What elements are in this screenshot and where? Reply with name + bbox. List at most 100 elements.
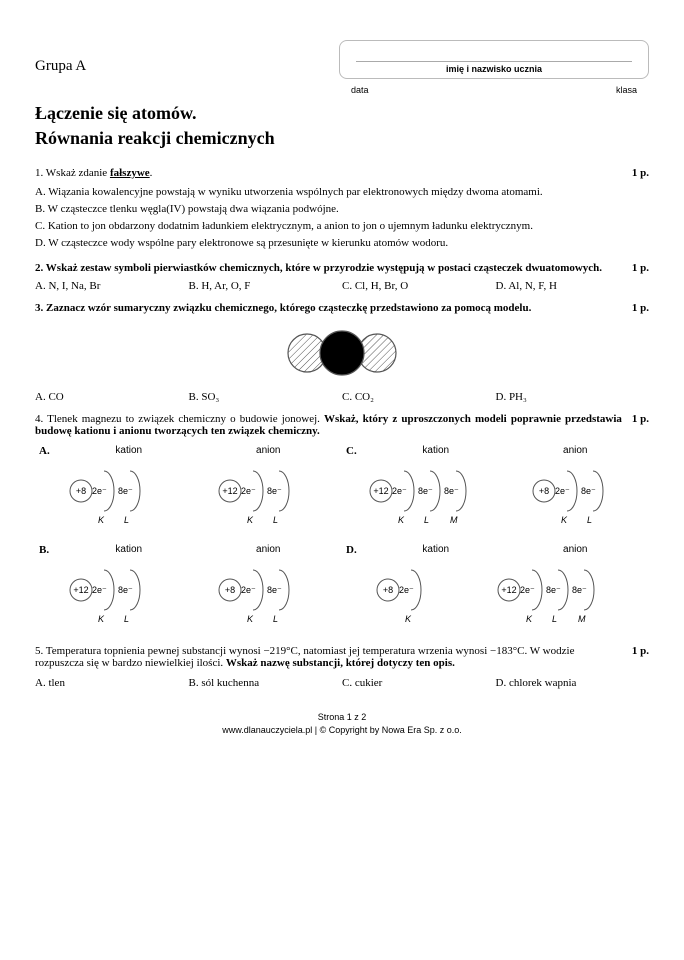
q3-opt-d: D. PH₃: [496, 391, 650, 403]
q3-row: 3. Zaznacz wzór sumaryczny związku chemi…: [35, 302, 649, 314]
q1-row: 1. Wskaż zdanie fałszywe. 1 p.: [35, 167, 649, 179]
q5-opt-a: A. tlen: [35, 677, 189, 689]
q2-opt-b: B. H, Ar, O, F: [189, 280, 343, 292]
footer: Strona 1 z 2 www.dlanauczyciela.pl | © C…: [35, 711, 649, 736]
atom-kation: +12 2e⁻ K 8e⁻ L: [65, 564, 163, 629]
q2-prompt: 2. Wskaż zestaw symboli pierwiastków che…: [35, 262, 602, 274]
q3-options: A. CO B. SO₃ C. CO₂ D. PH₃: [35, 391, 649, 403]
q5-opt-c: C. cukier: [342, 677, 496, 689]
q3-points: 1 p.: [632, 302, 649, 314]
q1-points: 1 p.: [632, 167, 649, 179]
page-number: Strona 1 z 2: [35, 711, 649, 724]
q5-points: 1 p.: [632, 645, 649, 669]
svg-text:8e⁻: 8e⁻: [267, 486, 282, 496]
q1-opt-b: B. W cząsteczce tlenku węgla(IV) powstaj…: [35, 202, 649, 217]
svg-text:L: L: [552, 614, 557, 624]
atom-anion: +122e⁻ K 8e⁻ L: [214, 465, 312, 530]
atom-kation: +82e⁻K8e⁻L: [65, 465, 163, 530]
svg-text:2e⁻: 2e⁻: [241, 486, 256, 496]
q3-prompt: 3. Zaznacz wzór sumaryczny związku chemi…: [35, 302, 531, 314]
q4-cell-a: A.kationanion+82e⁻K8e⁻L+122e⁻K8e⁻L: [35, 441, 342, 540]
date-label: data: [351, 85, 369, 95]
svg-text:+8: +8: [383, 585, 393, 595]
svg-text:8e⁻: 8e⁻: [118, 585, 133, 595]
svg-text:L: L: [273, 614, 278, 624]
svg-text:8e⁻: 8e⁻: [546, 585, 561, 595]
q4-cell-b: B.kationanion+122e⁻K8e⁻L+82e⁻K8e⁻L: [35, 540, 342, 639]
svg-text:2e⁻: 2e⁻: [392, 486, 407, 496]
worksheet-page: Grupa A imię i nazwisko ucznia data klas…: [0, 0, 684, 757]
q5-prompt: 5. Temperatura topnienia pewnej substanc…: [35, 645, 622, 669]
svg-text:L: L: [124, 614, 129, 624]
q5-opt-d: D. chlorek wapnia: [496, 677, 650, 689]
class-label: klasa: [616, 85, 637, 95]
q1-opt-a: A. Wiązania kowalencyjne powstają w wyni…: [35, 185, 649, 200]
svg-text:2e⁻: 2e⁻: [92, 486, 107, 496]
group-label: Grupa A: [35, 40, 86, 75]
svg-text:K: K: [398, 515, 405, 525]
q2-row: 2. Wskaż zestaw symboli pierwiastków che…: [35, 262, 649, 274]
svg-text:+8: +8: [539, 486, 549, 496]
svg-text:2e⁻: 2e⁻: [555, 486, 570, 496]
svg-text:8e⁻: 8e⁻: [267, 585, 282, 595]
q4-grid: A.kationanion+82e⁻K8e⁻L+122e⁻K8e⁻LC.kati…: [35, 441, 649, 639]
svg-text:2e⁻: 2e⁻: [399, 585, 414, 595]
student-name-box: imię i nazwisko ucznia: [339, 40, 649, 79]
svg-text:K: K: [247, 515, 254, 525]
svg-text:L: L: [424, 515, 429, 525]
date-class-row: data klasa: [35, 85, 649, 95]
atom-anion: +8 2e⁻ K 8e⁻ L: [214, 564, 312, 629]
svg-text:M: M: [450, 515, 458, 525]
q3-opt-c: C. CO₂: [342, 391, 496, 403]
header: Grupa A imię i nazwisko ucznia: [35, 40, 649, 79]
svg-text:L: L: [124, 515, 129, 525]
svg-text:2e⁻: 2e⁻: [92, 585, 107, 595]
q4-points: 1 p.: [632, 413, 649, 437]
atom-anion: +82e⁻K8e⁻L: [528, 465, 626, 530]
svg-text:K: K: [405, 614, 412, 624]
q4-prompt: 4. Tlenek magnezu to związek chemiczny o…: [35, 413, 622, 437]
svg-text:+12: +12: [502, 585, 517, 595]
atom-kation: +8 2e⁻ K: [372, 564, 442, 629]
svg-text:2e⁻: 2e⁻: [520, 585, 535, 595]
svg-text:8e⁻: 8e⁻: [444, 486, 459, 496]
title-line-2: Równania reakcji chemicznych: [35, 128, 649, 149]
q3-opt-b: B. SO₃: [189, 391, 343, 403]
q5-row: 5. Temperatura topnienia pewnej substanc…: [35, 645, 649, 669]
q2-opt-c: C. Cl, H, Br, O: [342, 280, 496, 292]
q4-row: 4. Tlenek magnezu to związek chemiczny o…: [35, 413, 649, 437]
q5-opt-b: B. sól kuchenna: [189, 677, 343, 689]
q1-prompt: 1. Wskaż zdanie fałszywe.: [35, 167, 152, 179]
svg-text:+12: +12: [373, 486, 388, 496]
svg-text:K: K: [247, 614, 254, 624]
svg-text:8e⁻: 8e⁻: [581, 486, 596, 496]
svg-text:+8: +8: [76, 486, 86, 496]
svg-text:2e⁻: 2e⁻: [241, 585, 256, 595]
q2-points: 1 p.: [632, 262, 649, 274]
svg-text:L: L: [273, 515, 278, 525]
name-input-line[interactable]: [356, 47, 632, 62]
name-caption: imię i nazwisko ucznia: [350, 64, 638, 74]
q5-options: A. tlen B. sól kuchenna C. cukier D. chl…: [35, 677, 649, 689]
q2-opt-a: A. N, I, Na, Br: [35, 280, 189, 292]
svg-text:K: K: [561, 515, 568, 525]
atom-kation: +12 2e⁻ K 8e⁻ L 8e⁻ M: [365, 465, 491, 530]
q2-opt-d: D. Al, N, F, H: [496, 280, 650, 292]
svg-text:M: M: [578, 614, 586, 624]
svg-text:8e⁻: 8e⁻: [572, 585, 587, 595]
svg-text:8e⁻: 8e⁻: [418, 486, 433, 496]
svg-text:K: K: [98, 614, 105, 624]
q2-options: A. N, I, Na, Br B. H, Ar, O, F C. Cl, H,…: [35, 280, 649, 292]
q4-cell-c: C.kationanion+122e⁻K8e⁻L8e⁻M+82e⁻K8e⁻L: [342, 441, 649, 540]
svg-text:+8: +8: [225, 585, 235, 595]
svg-text:8e⁻: 8e⁻: [118, 486, 133, 496]
svg-text:+12: +12: [223, 486, 238, 496]
q4-cell-d: D.kationanion+82e⁻K+122e⁻K8e⁻L8e⁻M: [342, 540, 649, 639]
copyright: www.dlanauczyciela.pl | © Copyright by N…: [35, 724, 649, 737]
title-line-1: Łączenie się atomów.: [35, 103, 649, 124]
svg-text:+12: +12: [73, 585, 88, 595]
q3-opt-a: A. CO: [35, 391, 189, 403]
svg-text:K: K: [526, 614, 533, 624]
q1-opt-d: D. W cząsteczce wody wspólne pary elektr…: [35, 236, 649, 251]
q1-opt-c: C. Kation to jon obdarzony dodatnim ładu…: [35, 219, 649, 234]
